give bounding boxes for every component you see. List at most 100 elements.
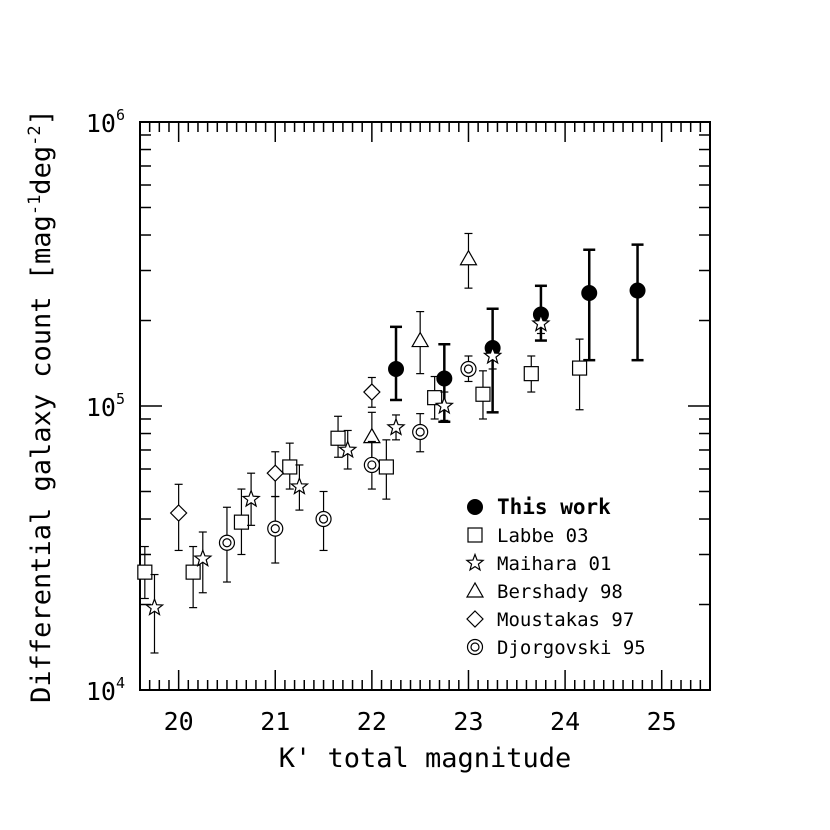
y-axis-title: Differential galaxy count [mag-1deg-2] — [25, 109, 57, 703]
marker-outer-ring — [218, 534, 236, 551]
data-point — [267, 520, 284, 537]
y-tick-base: 10 — [86, 677, 116, 706]
legend-label: This work — [497, 495, 611, 519]
data-point — [363, 456, 380, 474]
y-axis-title-base: Differential galaxy count [mag — [26, 215, 57, 703]
x-axis-title: K' total magnitude — [279, 743, 572, 774]
x-tick-label: 24 — [550, 707, 580, 736]
legend-marker — [466, 610, 484, 628]
y-tick-exp: 4 — [116, 674, 125, 692]
data-point — [233, 514, 250, 530]
legend-entry: This work — [467, 495, 611, 519]
data-point — [266, 464, 285, 483]
data-point — [289, 476, 310, 495]
y-tick-base: 10 — [86, 109, 116, 138]
legend-label: Labbe 03 — [497, 525, 589, 547]
legend-marker — [467, 527, 483, 543]
series-this-work — [388, 243, 646, 424]
data-point — [434, 395, 455, 415]
data-point — [482, 345, 503, 365]
data-point — [144, 597, 165, 616]
series-moustakas-97 — [169, 376, 381, 552]
marker-outer-ring — [466, 638, 484, 656]
data-point — [282, 459, 298, 475]
legend-entry: Djorgovski 95 — [466, 637, 646, 659]
y-axis-title-mid: deg — [26, 146, 57, 195]
legend-entry: Bershady 98 — [465, 581, 623, 603]
data-point — [523, 366, 539, 382]
series-labbe-03 — [137, 338, 588, 609]
data-point — [169, 504, 188, 522]
legend-label: Djorgovski 95 — [497, 637, 646, 659]
axis-ticks — [139, 121, 711, 691]
marker-inner-ring — [270, 524, 280, 534]
data-point — [362, 427, 381, 444]
x-tick-label: 22 — [357, 707, 387, 736]
x-tick-label: 21 — [260, 707, 290, 736]
legend-marker — [465, 552, 485, 572]
legend-entry: Maihara 01 — [465, 552, 611, 575]
series-djorgovski-95 — [218, 355, 477, 583]
data-point — [459, 249, 478, 266]
y-tick-label: 104 — [86, 674, 125, 706]
data-point — [193, 548, 213, 568]
series-maihara-01 — [144, 313, 551, 654]
legend-label: Maihara 01 — [497, 553, 611, 575]
data-point — [137, 564, 153, 580]
marker-outer-ring — [460, 360, 477, 378]
plot-frame — [139, 121, 711, 691]
data-point — [427, 390, 443, 406]
data-point — [218, 534, 236, 551]
data-point — [475, 386, 491, 402]
legend-label: Bershady 98 — [497, 581, 623, 603]
marker-outer-ring — [412, 423, 429, 441]
y-axis-title-sup1: -1 — [25, 195, 45, 215]
legend-label: Moustakas 97 — [497, 609, 634, 631]
y-tick-exp: 6 — [116, 106, 125, 124]
marker-inner-ring — [222, 538, 232, 548]
marker-outer-ring — [267, 520, 284, 537]
y-axis-title-sup2: -2 — [25, 125, 45, 145]
data-point — [629, 282, 646, 299]
legend-entry: Labbe 03 — [467, 525, 589, 547]
legend-marker — [465, 581, 485, 598]
x-tick-label: 23 — [453, 707, 483, 736]
data-point — [241, 488, 261, 508]
marker-outer-ring — [363, 456, 380, 474]
data-point — [330, 430, 346, 446]
legend-entry: Moustakas 97 — [466, 609, 634, 631]
data-point — [388, 360, 405, 377]
data-point — [571, 360, 588, 376]
legend-marker — [467, 499, 483, 515]
data-point — [460, 360, 477, 378]
marker-inner-ring — [318, 514, 329, 524]
data-point — [531, 313, 551, 332]
y-axis-title-end: ] — [26, 109, 57, 125]
x-tick-label: 25 — [647, 707, 677, 736]
legend: This work Labbe 03 Maihara 01 Bershady 98 Mo… — [465, 495, 646, 659]
data-point — [315, 510, 332, 528]
x-tick-label: 20 — [164, 707, 194, 736]
data-point — [386, 417, 406, 436]
data-point — [185, 564, 201, 580]
data-point — [581, 284, 598, 301]
marker-inner-ring — [463, 364, 474, 374]
marker-outer-ring — [315, 510, 332, 528]
data-point — [337, 439, 358, 459]
legend-marker — [466, 638, 484, 656]
data-point — [411, 331, 430, 348]
data-point — [363, 383, 381, 401]
data-point — [412, 423, 429, 441]
marker-inner-ring — [415, 427, 425, 437]
data-point — [436, 370, 453, 387]
marker-inner-ring — [470, 642, 480, 652]
y-tick-exp: 5 — [116, 390, 125, 408]
y-tick-label: 105 — [86, 390, 125, 422]
y-tick-base: 10 — [86, 393, 116, 422]
marker-inner-ring — [367, 460, 377, 470]
data-point — [378, 459, 394, 475]
y-tick-label: 106 — [86, 106, 125, 138]
data-marks — [137, 232, 646, 654]
